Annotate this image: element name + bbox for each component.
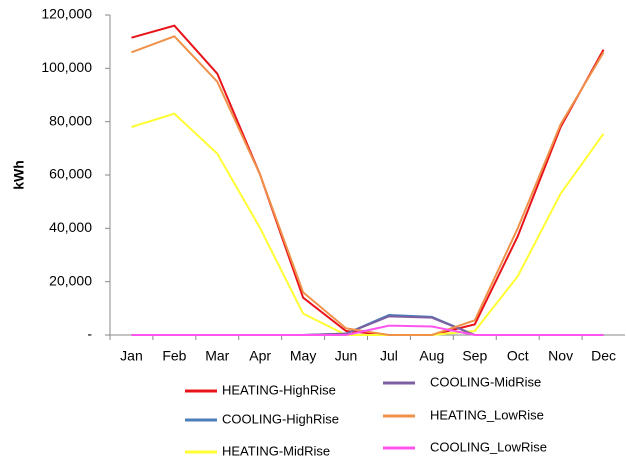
series-line	[131, 35, 605, 336]
y-tick-label: 60,000	[49, 166, 92, 182]
y-tick-label: 40,000	[49, 219, 92, 235]
legend-label: HEATING-HighRise	[222, 382, 336, 397]
series-line	[131, 112, 605, 336]
x-tick-label: Jun	[335, 348, 358, 364]
y-tick-label: 80,000	[49, 112, 92, 128]
y-axis-label: kWh	[11, 160, 27, 190]
y-tick-label: 120,000	[41, 6, 92, 22]
x-tick-label: Feb	[162, 348, 186, 364]
x-tick-label: May	[290, 348, 316, 364]
x-tick-label: Mar	[205, 348, 229, 364]
legend-label: COOLING_LowRise	[430, 439, 547, 454]
x-tick-label: Jan	[120, 348, 143, 364]
x-tick-label: Aug	[419, 348, 444, 364]
x-tick-label: Nov	[548, 348, 573, 364]
legend-label: COOLING-MidRise	[430, 374, 541, 389]
legend-label: HEATING-MidRise	[222, 443, 330, 458]
y-tick-label: 100,000	[41, 59, 92, 75]
y-tick-label: -	[87, 326, 92, 342]
series-line	[131, 324, 604, 336]
x-tick-label: Oct	[507, 348, 529, 364]
legend-label: HEATING_LowRise	[430, 407, 544, 422]
y-tick-label: 20,000	[49, 272, 92, 288]
x-tick-label: Sep	[462, 348, 487, 364]
legend-label: COOLING-HighRise	[222, 411, 339, 426]
x-tick-label: Apr	[249, 348, 271, 364]
x-tick-label: Jul	[380, 348, 398, 364]
series-line	[131, 24, 605, 336]
x-tick-label: Dec	[591, 348, 616, 364]
